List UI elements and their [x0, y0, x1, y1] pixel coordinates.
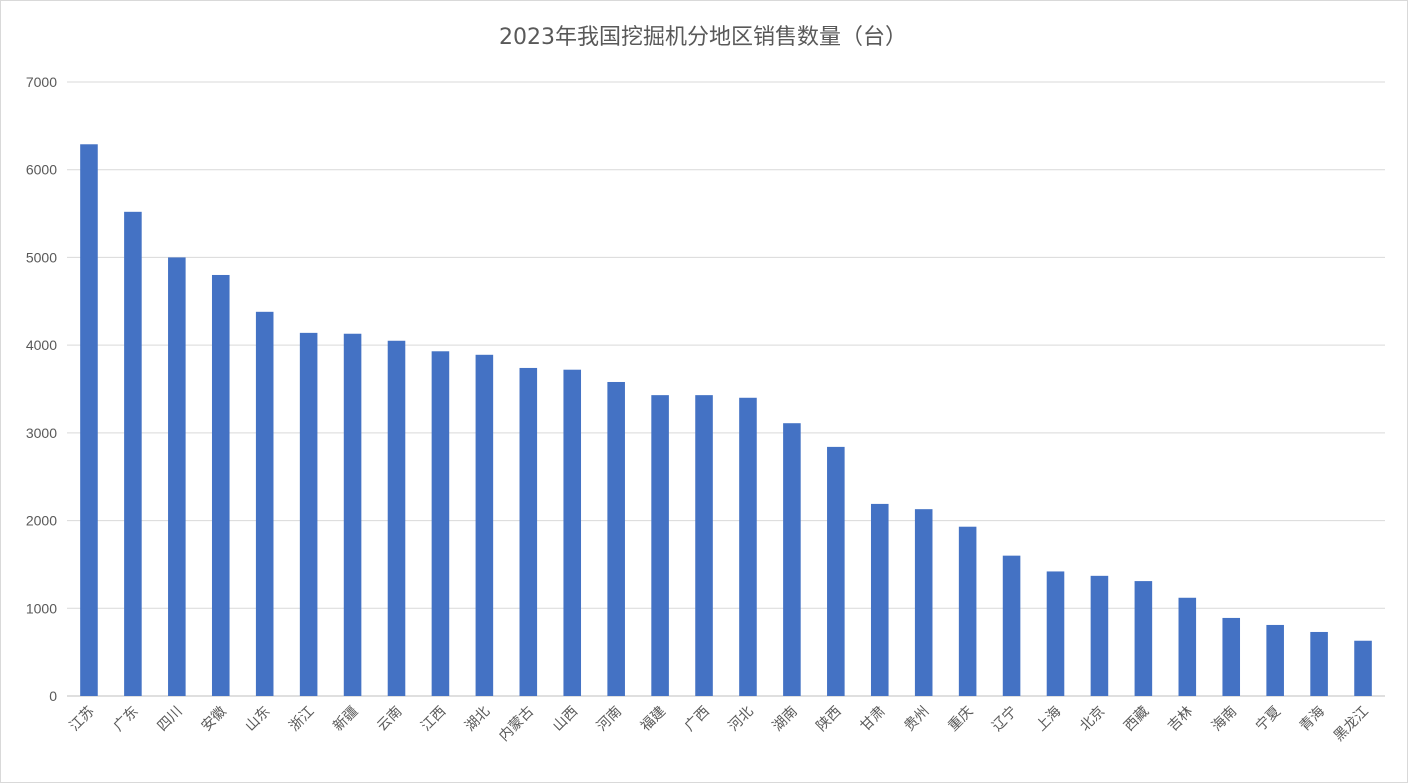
x-category-label: 西藏 — [1121, 704, 1152, 735]
bar-安徽 — [211, 274, 230, 696]
x-category-label: 江苏 — [67, 704, 98, 735]
bar-宁夏 — [1266, 624, 1284, 696]
x-category-label: 吉林 — [1165, 704, 1196, 735]
bar-浙江 — [299, 332, 318, 696]
x-category-label: 四川 — [155, 704, 186, 735]
x-category-label: 贵州 — [901, 704, 932, 735]
bar-江苏 — [80, 144, 98, 696]
bar-福建 — [651, 395, 669, 696]
chart-title: 2023年我国挖掘机分地区销售数量（台） — [499, 25, 907, 50]
bar-陕西 — [827, 446, 845, 696]
bar-贵州 — [914, 509, 933, 696]
x-category-label: 广东 — [111, 704, 142, 735]
x-category-label: 海南 — [1209, 704, 1240, 735]
x-category-label: 青海 — [1297, 704, 1328, 735]
bar-青海 — [1310, 631, 1328, 696]
bar-湖北 — [475, 354, 494, 696]
bar-黑龙江 — [1354, 640, 1372, 696]
y-tick-label: 7000 — [26, 74, 57, 90]
y-tick-label: 1000 — [26, 600, 57, 616]
bar-北京 — [1090, 575, 1109, 696]
bar-四川 — [168, 257, 186, 696]
bar-海南 — [1222, 617, 1241, 696]
bar-辽宁 — [1002, 555, 1021, 696]
bar-湖南 — [783, 423, 801, 696]
bar-内蒙古 — [519, 367, 538, 696]
bar-河北 — [739, 397, 757, 696]
x-category-label: 福建 — [638, 704, 669, 735]
x-category-label: 河北 — [726, 704, 757, 735]
y-tick-label: 6000 — [26, 162, 57, 178]
x-category-label: 山西 — [550, 704, 581, 735]
bar-重庆 — [958, 526, 977, 696]
x-category-label: 湖北 — [462, 704, 493, 735]
bar-吉林 — [1178, 597, 1197, 696]
y-tick-label: 3000 — [26, 425, 57, 441]
y-tick-label: 2000 — [26, 513, 57, 529]
x-category-label: 甘肃 — [857, 704, 888, 735]
x-category-label: 重庆 — [945, 704, 976, 735]
bar-广东 — [124, 211, 142, 696]
bar-云南 — [387, 340, 406, 696]
bar-新疆 — [343, 333, 362, 696]
x-category-label: 新疆 — [330, 704, 361, 735]
y-axis-ticks: 0 1000 2000 3000 4000 5000 6000 7000 — [26, 74, 57, 704]
x-category-label: 上海 — [1033, 704, 1064, 735]
x-category-label: 广西 — [682, 704, 713, 735]
x-category-label: 陕西 — [814, 704, 845, 735]
bars — [80, 144, 1372, 696]
x-category-label: 云南 — [374, 704, 405, 735]
x-category-label: 北京 — [1077, 704, 1108, 735]
bar-上海 — [1046, 571, 1065, 696]
gridlines — [67, 81, 1385, 697]
x-category-label: 辽宁 — [989, 703, 1021, 735]
x-category-label: 浙江 — [286, 704, 317, 735]
bar-甘肃 — [870, 503, 889, 696]
bar-西藏 — [1134, 581, 1153, 696]
bar-山东 — [255, 311, 274, 696]
bar-山西 — [563, 369, 582, 696]
y-tick-label: 4000 — [26, 337, 57, 353]
x-category-label: 山东 — [242, 704, 273, 735]
x-category-label: 内蒙古 — [496, 704, 537, 745]
bar-河南 — [607, 381, 625, 696]
x-category-label: 黑龙江 — [1331, 704, 1372, 745]
x-category-label: 安徽 — [198, 704, 229, 735]
x-category-label: 宁夏 — [1252, 703, 1284, 735]
y-tick-label: 5000 — [26, 249, 57, 265]
bar-广西 — [695, 395, 713, 696]
x-category-label: 江西 — [418, 704, 449, 735]
y-tick-label: 0 — [49, 688, 57, 704]
x-category-label: 河南 — [594, 704, 625, 735]
x-category-label: 湖南 — [770, 704, 801, 735]
x-axis-labels: 江苏 广东 四川 安徽 山东 浙江 新疆 云南 江西 湖北 内蒙古 山西 河南 福建 广西 河北 湖南 陕西 甘肃贵… — [67, 703, 1372, 745]
bar-江西 — [431, 351, 450, 696]
